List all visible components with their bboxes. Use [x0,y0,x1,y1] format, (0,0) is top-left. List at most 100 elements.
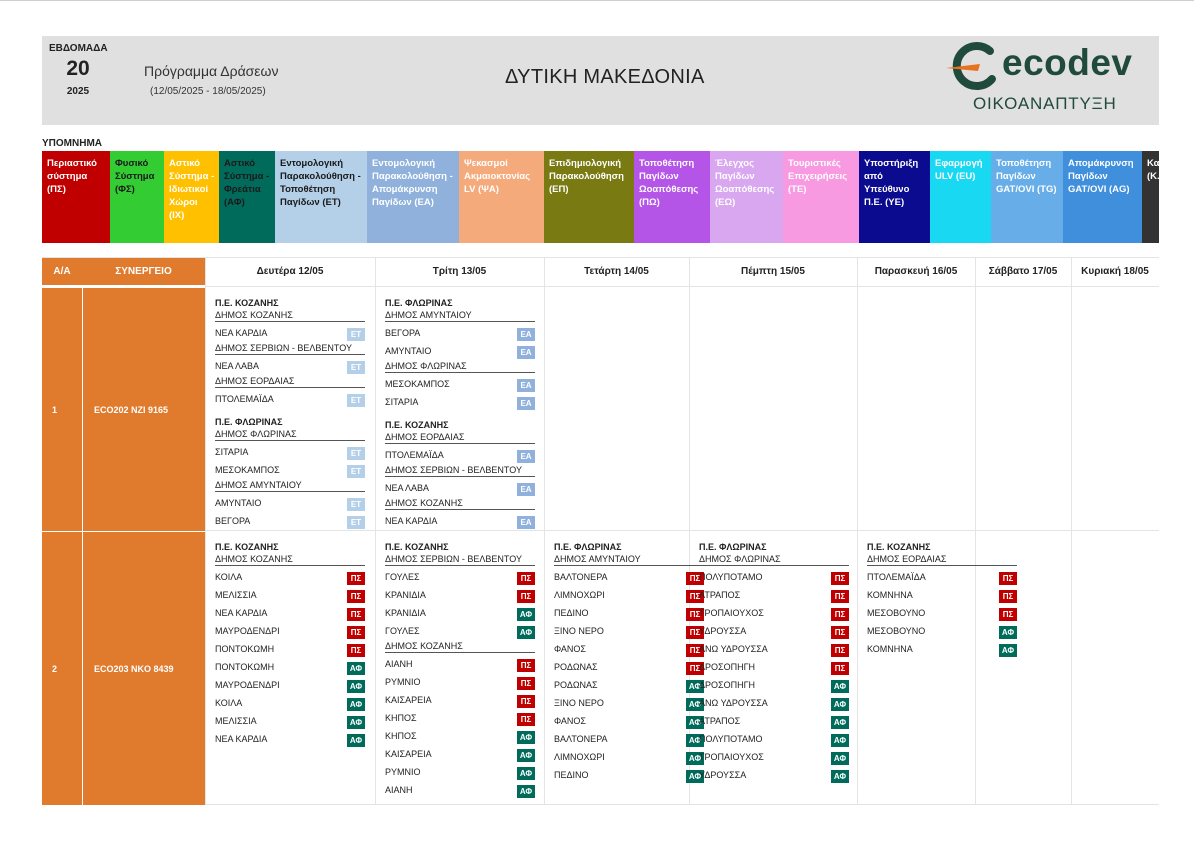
village-name: ΜΕΛΙΣΣΙΑ [215,590,257,600]
legend-item: Αστικό Σύστημα - Ιδιωτικοί Χώροι (ΙΧ) [164,151,219,243]
region-title: ΔΥΤΙΚΗ ΜΑΚΕΔΟΝΙΑ [505,66,705,88]
activity-item: ΑΝΩ ΥΔΡΟΥΣΣΑ ΠΣ [699,640,849,658]
activity-badge: ΑΦ [347,698,365,711]
municipality-heading: ΔΗΜΟΣ ΦΛΩΡΙΝΑΣ [215,428,365,441]
activity-item: ΡΟΔΩΝΑΣ ΑΦ [554,676,704,694]
municipality-heading: ΔΗΜΟΣ ΣΕΡΒΙΩΝ - ΒΕΛΒΕΝΤΟΥ [385,464,535,477]
activity-item: ΑΙΑΝΗ ΠΣ [385,655,535,673]
activity-badge: ΑΦ [517,749,535,762]
village-name: ΥΔΡΟΥΣΣΑ [699,770,747,780]
activity-badge: ΕΑ [517,397,535,410]
activity-item: ΓΟΥΛΕΣ ΠΣ [385,568,535,586]
village-name: ΝΕΑ ΚΑΡΔΙΑ [215,328,268,338]
activity-badge: ΠΣ [831,626,849,639]
village-name: ΚΟΙΛΑ [215,698,243,708]
grid-line [205,286,1159,287]
column-header-day: Σάββατο 17/05 [988,265,1058,277]
activity-item: ΡΟΔΩΝΑΣ ΠΣ [554,658,704,676]
activity-badge: ΕΤ [347,516,365,529]
activity-item: ΝΕΑ ΚΑΡΔΙΑ ΑΦ [215,730,365,748]
activity-item: ΑΝΩ ΥΔΡΟΥΣΣΑ ΑΦ [699,694,849,712]
village-name: ΑΝΩ ΥΔΡΟΥΣΣΑ [699,698,768,708]
activity-badge: ΠΣ [347,590,365,603]
activity-badge: ΑΦ [831,698,849,711]
village-name: ΛΙΜΝΟΧΩΡΙ [554,752,605,762]
activity-item: ΒΕΓΟΡΑ ΕΑ [385,324,535,342]
activity-item: ΒΕΓΟΡΑ ΕΤ [215,512,365,530]
legend-item: Υποστήριξη από Υπεύθυνο Π.Ε. (ΥΕ) [859,151,930,243]
activity-item: ΜΑΥΡΟΔΕΝΔΡΙ ΑΦ [215,676,365,694]
activity-badge: ΠΣ [347,644,365,657]
team-name: ECO202 NZI 9165 [94,404,169,415]
day-activities: Π.Ε. ΚΟΖΑΝΗΣ ΔΗΜΟΣ ΕΟΡΔΑΙΑΣ ΠΤΟΛΕΜΑΪΔΑ ΠΣ ΚΟ… [867,541,1017,658]
legend-item: Εφαρμογή ULV (EU) [930,151,991,243]
activity-item: ΡΥΜΝΙΟ ΑΦ [385,763,535,781]
village-name: ΜΕΣΟΚΑΜΠΟΣ [215,465,280,475]
municipality-heading: ΔΗΜΟΣ ΑΜΥΝΤΑΙΟΥ [215,479,365,492]
grid-line [375,257,376,805]
activity-badge: ΠΣ [831,644,849,657]
legend-item: Τουριστικές Επιχειρήσεις (ΤΕ) [783,151,859,243]
activity-badge: ΠΣ [999,590,1017,603]
activity-item: ΞΙΝΟ ΝΕΡΟ ΑΦ [554,694,704,712]
logo-subtitle: ΟΙΚΟΑΝΑΠΤΥΞΗ [973,94,1117,113]
prefecture-heading: Π.Ε. ΚΟΖΑΝΗΣ [215,542,279,552]
activity-badge: ΑΦ [686,698,704,711]
municipality-heading: ΔΗΜΟΣ ΚΟΖΑΝΗΣ [215,553,365,566]
village-name: ΡΟΔΩΝΑΣ [554,662,598,672]
village-name: ΣΙΤΑΡΙΑ [215,447,249,457]
activity-badge: ΠΣ [999,608,1017,621]
municipality-heading: ΔΗΜΟΣ ΣΕΡΒΙΩΝ - ΒΕΛΒΕΝΤΟΥ [385,553,535,566]
activity-item: ΚΗΠΟΣ ΠΣ [385,709,535,727]
village-name: ΑΙΑΝΗ [385,659,413,669]
activity-item: ΠΕΔΙΝΟ ΠΣ [554,604,704,622]
page-header: ΕΒΔΟΜΑΔΑ 20 2025 Πρόγραμμα Δράσεων (12/0… [42,36,1159,125]
activity-badge: ΑΦ [686,770,704,783]
activity-item: ΜΕΣΟΚΑΜΠΟΣ ΕΑ [385,375,535,393]
activity-item: ΣΙΤΑΡΙΑ ΕΑ [385,393,535,411]
activity-item: ΚΟΜΝΗΝΑ ΠΣ [867,586,1017,604]
activity-item: ΞΙΝΟ ΝΕΡΟ ΠΣ [554,622,704,640]
village-name: ΜΕΣΟΒΟΥΝΟ [867,626,926,636]
municipality-heading: ΔΗΜΟΣ ΦΛΩΡΙΝΑΣ [699,553,849,566]
village-name: ΚΡΑΝΙΔΙΑ [385,608,426,618]
activity-item: ΥΔΡΟΥΣΣΑ ΑΦ [699,766,849,784]
legend-item: Έλεγχος Παγίδων Ωοαπόθεσης (ΕΩ) [710,151,783,243]
activity-badge: ΠΣ [686,644,704,657]
legend-item: Αστικό Σύστημα - Φρεάτια (ΑΦ) [219,151,275,243]
activity-item: ΒΑΛΤΟΝΕΡΑ ΠΣ [554,568,704,586]
village-name: ΓΟΥΛΕΣ [385,626,420,636]
activity-badge: ΕΑ [517,483,535,496]
activity-badge: ΑΦ [686,680,704,693]
activity-badge: ΕΤ [347,465,365,478]
activity-badge: ΠΣ [831,572,849,585]
village-name: ΦΑΝΟΣ [554,716,586,726]
legend-item: Φυσικό Σύστημα (ΦΣ) [110,151,164,243]
activity-badge: ΠΣ [517,695,535,708]
activity-badge: ΕΑ [517,516,535,529]
grid-line [205,257,206,805]
municipality-heading: ΔΗΜΟΣ ΕΟΡΔΑΙΑΣ [867,553,1017,566]
column-header-day: Κυριακή 18/05 [1081,265,1149,277]
legend-item: Απομάκρυνση Παγίδων GAT/OVI (AG) [1063,151,1142,243]
company-logo: ecodev ΟΙΚΟΑΝΑΠΤΥΞΗ [942,41,1157,121]
activity-badge: ΕΑ [517,346,535,359]
village-name: ΑΤΡΑΠΟΣ [699,590,741,600]
day-activities: Π.Ε. ΚΟΖΑΝΗΣ ΔΗΜΟΣ ΚΟΖΑΝΗΣ ΚΟΙΛΑ ΠΣ ΜΕΛΙΣΣΙΑ… [215,541,365,748]
village-name: ΤΡΟΠΑΙΟΥΧΟΣ [699,752,764,762]
activity-badge: ΑΦ [686,734,704,747]
activity-item: ΝΕΑ ΛΑΒΑ ΕΑ [385,479,535,497]
activity-badge: ΑΦ [347,662,365,675]
activity-badge: ΑΦ [347,734,365,747]
village-name: ΛΙΜΝΟΧΩΡΙ [554,590,605,600]
village-name: ΠΕΔΙΝΟ [554,608,589,618]
day-activities: Π.Ε. ΚΟΖΑΝΗΣ ΔΗΜΟΣ ΚΟΖΑΝΗΣ ΝΕΑ ΚΑΡΔΙΑ ΕΤ ΔΗΜ… [215,297,365,530]
row-number: 1 [52,404,58,415]
village-name: ΣΙΤΑΡΙΑ [385,397,419,407]
activity-badge: ΕΤ [347,447,365,460]
activity-item: ΚΑΙΣΑΡΕΙΑ ΑΦ [385,745,535,763]
activity-badge: ΑΦ [686,716,704,729]
activity-item: ΠΤΟΛΕΜΑΪΔΑ ΕΤ [215,390,365,408]
activity-badge: ΑΦ [347,716,365,729]
column-header-day: Πέμπτη 15/05 [741,265,805,277]
